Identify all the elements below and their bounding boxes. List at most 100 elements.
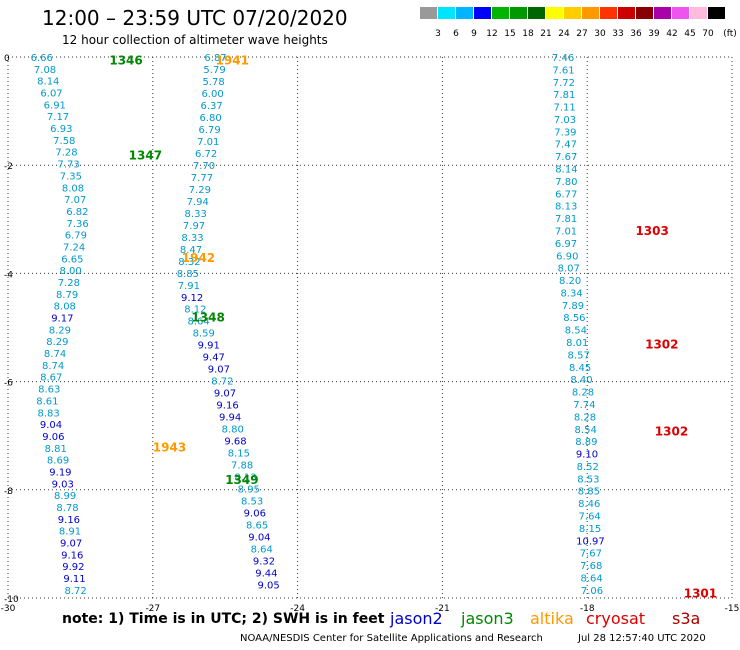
- colorbar-label: 27: [576, 29, 588, 39]
- colorbar-swatch: [492, 7, 509, 19]
- data-label: 7.73: [58, 160, 80, 171]
- data-label: 9.10: [576, 450, 598, 461]
- colorbar-swatch: [708, 7, 725, 19]
- data-label: 8.57: [568, 350, 590, 361]
- data-label: 9.11: [63, 574, 85, 585]
- colorbar-swatch: [474, 7, 491, 19]
- data-label: 7.28: [58, 278, 80, 289]
- data-label: 6.77: [555, 189, 577, 200]
- data-label: 10.97: [576, 536, 605, 547]
- colorbar-unit: (ft): [723, 29, 737, 39]
- generated-date: Jul 28 12:57:40 UTC 2020: [578, 633, 706, 644]
- x-tick-label: -21: [435, 604, 450, 614]
- colorbar-swatch: [420, 7, 437, 19]
- colorbar-swatch: [456, 7, 473, 19]
- data-label: 7.97: [183, 221, 205, 232]
- data-label: 6.79: [65, 231, 87, 242]
- y-tick-label: -10: [4, 595, 19, 605]
- data-label: 8.67: [40, 373, 62, 384]
- pass-label: 1302: [645, 338, 678, 352]
- data-label: 8.74: [44, 349, 66, 360]
- data-label: 7.80: [555, 177, 577, 188]
- colorbar-label: 36: [630, 29, 642, 39]
- data-label: 9.68: [224, 437, 246, 448]
- data-label: 8.53: [241, 497, 263, 508]
- colorbar-label: 45: [684, 29, 696, 39]
- data-label: 8.63: [38, 385, 60, 396]
- data-label: 8.83: [37, 408, 59, 419]
- data-label: 9.04: [40, 420, 62, 431]
- data-label: 9.12: [181, 293, 203, 304]
- chart-subtitle: 12 hour collection of altimeter wave hei…: [62, 33, 328, 47]
- data-label: 8.78: [56, 503, 78, 514]
- legend-s3a: s3a: [672, 609, 701, 628]
- data-label: 8.74: [42, 361, 64, 372]
- data-label: 9.17: [51, 314, 73, 325]
- pass-label: 1348: [191, 311, 224, 325]
- data-label: 8.72: [64, 586, 86, 597]
- data-label: 9.44: [255, 568, 277, 579]
- data-label: 8.85: [578, 487, 600, 498]
- data-label: 7.94: [187, 197, 209, 208]
- data-label: 8.08: [54, 302, 76, 313]
- data-label: 8.13: [234, 473, 256, 484]
- colorbar-label: 6: [453, 29, 459, 39]
- data-label: 5.79: [203, 65, 225, 76]
- data-label: 8.01: [566, 338, 588, 349]
- data-label: 8.72: [211, 377, 233, 388]
- data-label: 8.65: [246, 521, 268, 532]
- legend-altika: altika: [530, 609, 574, 628]
- data-label: 8.12: [184, 305, 206, 316]
- data-label: 9.07: [208, 365, 230, 376]
- colorbar-label: 42: [666, 29, 678, 39]
- data-label: 7.58: [53, 136, 75, 147]
- y-tick-label: -4: [4, 270, 13, 280]
- data-label: 8.80: [222, 425, 244, 436]
- credit-text: NOAA/NESDIS Center for Satellite Applica…: [240, 633, 543, 644]
- legend-jason2: jason2: [390, 609, 443, 628]
- y-tick-label: -6: [4, 379, 13, 389]
- data-label: 7.01: [555, 226, 577, 237]
- data-label: 7.72: [553, 78, 575, 89]
- colorbar-swatch: [690, 7, 707, 19]
- data-label: 8.40: [570, 375, 592, 386]
- data-label: 6.07: [40, 89, 62, 100]
- data-label: 7.81: [555, 214, 577, 225]
- data-label: 9.47: [203, 353, 225, 364]
- data-label: 8.79: [56, 290, 78, 301]
- data-label: 7.61: [552, 65, 574, 76]
- colorbar-swatch: [510, 7, 527, 19]
- data-label: 9.06: [42, 432, 64, 443]
- data-label: 9.32: [253, 556, 275, 567]
- colorbar-label: 15: [504, 29, 516, 39]
- colorbar-swatch: [564, 7, 581, 19]
- data-label: 6.93: [50, 124, 72, 135]
- data-label: 7.91: [178, 281, 200, 292]
- data-label: 8.07: [558, 264, 580, 275]
- data-label: 9.05: [258, 580, 280, 591]
- x-tick-label: -27: [145, 604, 160, 614]
- data-label: 8.08: [62, 183, 84, 194]
- data-label: 7.28: [55, 148, 77, 159]
- colorbar-label: 70: [702, 29, 714, 39]
- colorbar-swatch: [438, 7, 455, 19]
- pass-label: 1302: [655, 424, 688, 438]
- chart-title: 12:00 – 23:59 UTC 07/20/2020: [42, 6, 348, 30]
- pass-label: 1943: [153, 441, 186, 455]
- data-label: 7.36: [66, 219, 88, 230]
- data-label: 8.46: [578, 499, 600, 510]
- data-label: 7.68: [580, 561, 602, 572]
- data-label: 9.04: [248, 533, 270, 544]
- data-label: 7.74: [573, 400, 595, 411]
- data-label: 8.14: [37, 77, 59, 88]
- pass-label: 1347: [129, 148, 162, 162]
- colorbar-label: 3: [435, 29, 441, 39]
- data-label: 9.06: [244, 509, 266, 520]
- data-label: 8.15: [579, 524, 601, 535]
- colorbar-label: 24: [558, 29, 570, 39]
- data-label: 9.19: [49, 467, 71, 478]
- note-text: note: 1) Time is in UTC; 2) SWH is in fe…: [62, 611, 385, 627]
- data-label: 8.61: [36, 396, 58, 407]
- data-label: 7.67: [580, 549, 602, 560]
